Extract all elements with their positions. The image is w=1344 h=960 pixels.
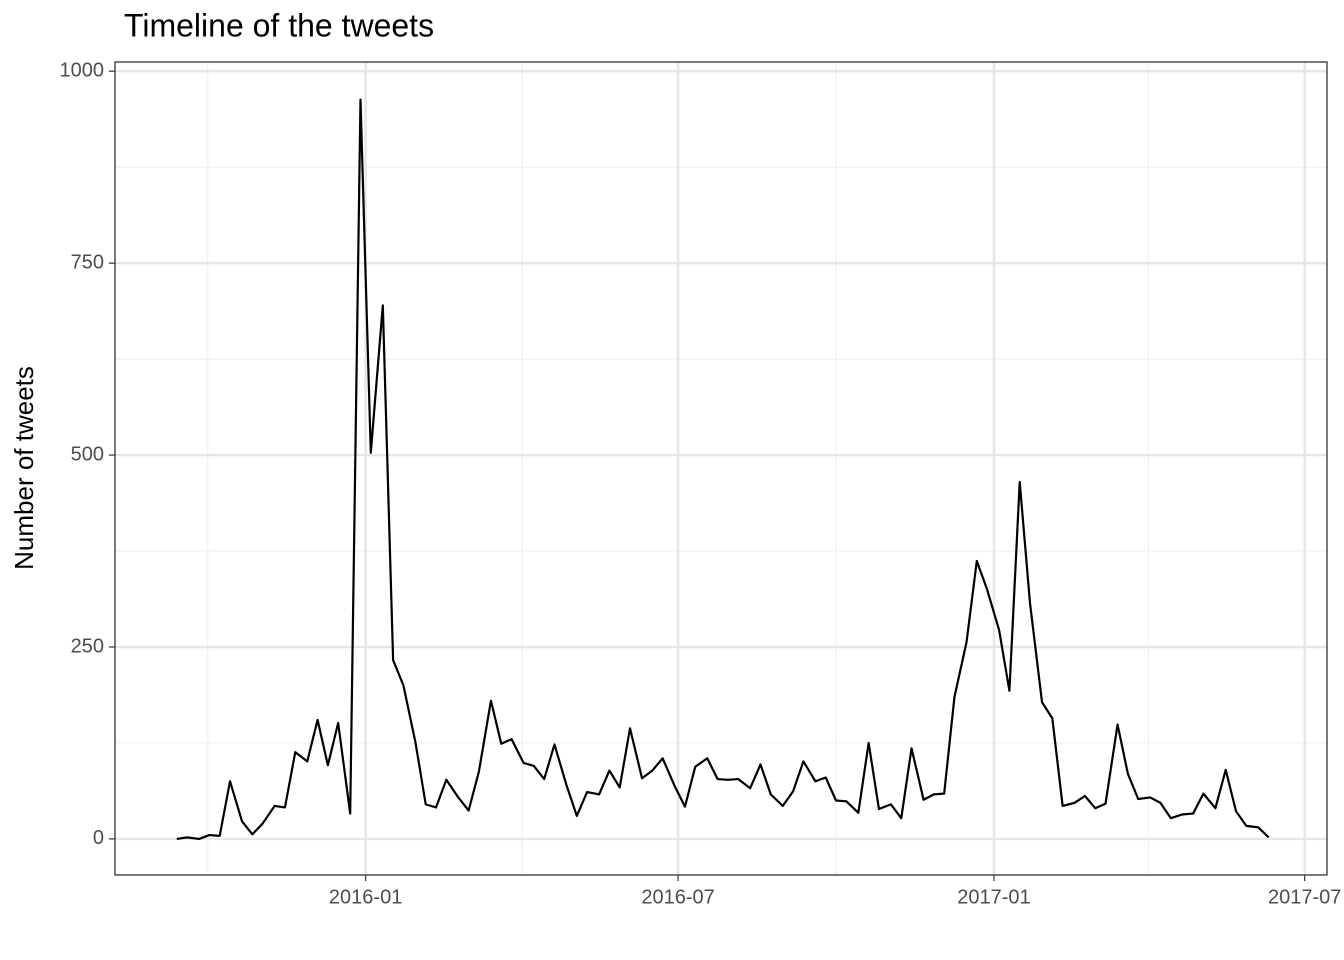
x-tick-label: 2017-01 bbox=[957, 886, 1030, 908]
line bbox=[176, 98, 1270, 841]
y-axis-label: Number of tweets bbox=[9, 366, 39, 570]
y-tick-label: 500 bbox=[71, 443, 104, 465]
x-tick-label: 2017-07 bbox=[1268, 886, 1341, 908]
chart-title: Timeline of the tweets bbox=[124, 7, 434, 43]
y-tick-label: 750 bbox=[71, 251, 104, 273]
panel-border bbox=[114, 61, 1328, 876]
x-tick-label: 2016-01 bbox=[329, 886, 402, 908]
y-tick-label: 1000 bbox=[60, 59, 105, 81]
y-tick-label: 250 bbox=[71, 635, 104, 657]
x-tick-label: 2016-07 bbox=[641, 886, 714, 908]
y-tick-label: 0 bbox=[93, 827, 104, 849]
